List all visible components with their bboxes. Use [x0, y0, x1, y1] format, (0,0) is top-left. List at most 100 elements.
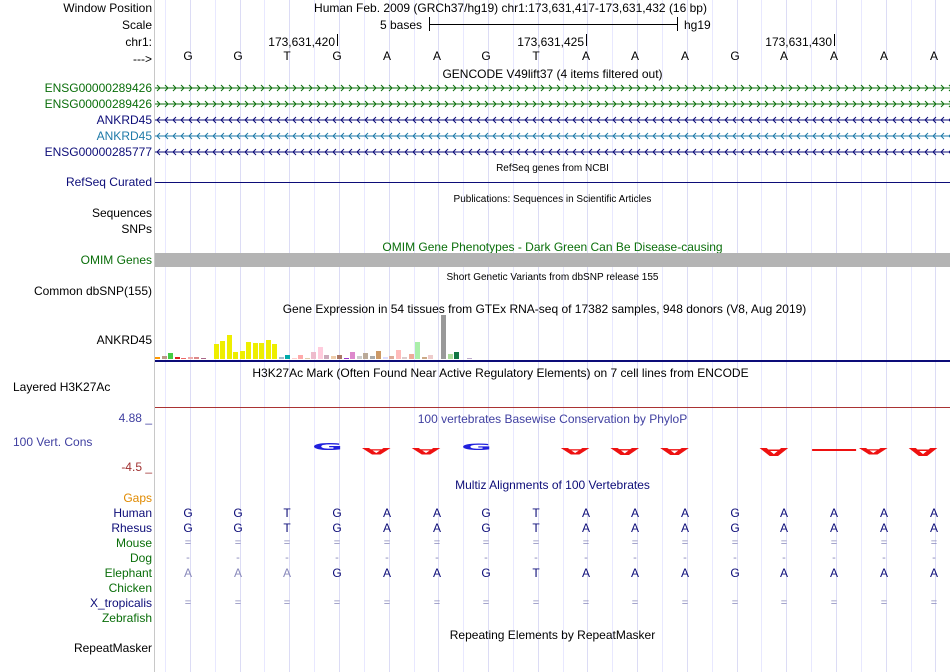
gtex-tissue-bar[interactable]: [220, 341, 225, 359]
multiz-species-label[interactable]: Rhesus: [111, 521, 152, 535]
gtex-track-label[interactable]: ANKRD45: [96, 333, 152, 347]
gtex-tissue-bar[interactable]: [389, 356, 394, 359]
multiz-species-label[interactable]: Dog: [129, 551, 152, 565]
gtex-tissue-bar[interactable]: [291, 358, 297, 359]
gencode-gene-label[interactable]: ENSG00000285777: [44, 145, 152, 159]
gene-strand-line[interactable]: [155, 81, 950, 95]
gencode-gene-track[interactable]: [155, 97, 950, 111]
gtex-tissue-bar[interactable]: [421, 357, 427, 359]
sequence-base[interactable]: G: [481, 49, 491, 63]
gtex-tissue-bar[interactable]: [356, 356, 362, 359]
gtex-tissue-bar[interactable]: [155, 357, 160, 359]
phylop-track-label[interactable]: 100 Vert. Cons: [13, 435, 93, 449]
gene-strand-line[interactable]: [155, 145, 950, 159]
gtex-tissue-bar[interactable]: [194, 357, 199, 359]
gtex-tissue-bar[interactable]: [272, 344, 277, 359]
multiz-species-label[interactable]: Chicken: [108, 581, 152, 595]
refseq-track-label[interactable]: RefSeq Curated: [65, 175, 152, 189]
gtex-tissue-bar[interactable]: [259, 343, 264, 359]
repeatmasker-track-label[interactable]: RepeatMasker: [73, 641, 152, 655]
gtex-tissue-bar[interactable]: [350, 352, 355, 359]
multiz-species-label[interactable]: X_tropicalis: [89, 596, 152, 610]
gtex-tissue-bar[interactable]: [278, 357, 284, 359]
gencode-gene-track[interactable]: [155, 113, 950, 127]
gencode-gene-label[interactable]: ANKRD45: [96, 113, 152, 127]
gtex-tissue-bar[interactable]: [226, 335, 232, 359]
gencode-gene-track[interactable]: [155, 145, 950, 159]
gencode-gene-label[interactable]: ENSG00000289426: [44, 81, 152, 95]
dbsnp-track-label[interactable]: Common dbSNP(155): [33, 284, 152, 298]
gene-strand-line[interactable]: [155, 97, 950, 111]
gtex-tissue-bar[interactable]: [311, 352, 316, 359]
gtex-tissue-bar[interactable]: [181, 358, 186, 359]
gencode-gene-track[interactable]: [155, 129, 950, 143]
gene-strand-line[interactable]: [155, 129, 950, 143]
gtex-tissue-bar[interactable]: [265, 340, 271, 359]
gtex-tissue-bar[interactable]: [317, 347, 323, 359]
sequence-base[interactable]: A: [581, 49, 590, 63]
gtex-tissue-bar[interactable]: [174, 357, 180, 359]
gencode-gene-label[interactable]: ENSG00000289426: [44, 97, 152, 111]
gtex-tissue-bar[interactable]: [200, 358, 206, 359]
gtex-tissue-bar[interactable]: [415, 342, 420, 359]
sequence-base[interactable]: A: [432, 49, 441, 63]
multiz-species-label[interactable]: Elephant: [104, 566, 152, 580]
sequence-base[interactable]: A: [382, 49, 391, 63]
gtex-tissue-bar[interactable]: [330, 356, 336, 359]
multiz-species-label[interactable]: Zebrafish: [101, 611, 152, 625]
gtex-tissue-bar[interactable]: [187, 357, 193, 359]
sequence-base[interactable]: A: [929, 49, 938, 63]
gtex-tissue-bar[interactable]: [382, 357, 388, 359]
gtex-tissue-bar[interactable]: [376, 351, 381, 359]
sequence-base[interactable]: G: [332, 49, 342, 63]
gtex-tissue-bar[interactable]: [213, 344, 219, 359]
gtex-tissue-bar[interactable]: [454, 352, 459, 359]
gtex-tissue-bar[interactable]: [428, 355, 433, 359]
gencode-gene-label[interactable]: ANKRD45: [96, 129, 152, 143]
multiz-species-label[interactable]: Mouse: [115, 536, 152, 550]
gtex-tissue-bar[interactable]: [363, 353, 368, 359]
omim-gene-bar[interactable]: [155, 253, 950, 267]
sequence-base[interactable]: A: [680, 49, 689, 63]
gtex-tissue-bar[interactable]: [168, 353, 173, 359]
h3k27ac-track-label[interactable]: Layered H3K27Ac: [13, 380, 111, 394]
gtex-gene-line[interactable]: [155, 360, 950, 362]
gtex-tissue-bar[interactable]: [304, 358, 310, 359]
sequence-base[interactable]: A: [630, 49, 639, 63]
sequence-base[interactable]: T: [532, 49, 540, 63]
sequence-base[interactable]: A: [779, 49, 788, 63]
multiz-species-label[interactable]: Human: [113, 506, 152, 520]
track-data-area[interactable]: Human Feb. 2009 (GRCh37/hg19) chr1:173,6…: [155, 0, 950, 672]
gtex-tissue-bar[interactable]: [298, 355, 303, 359]
strand-arrow-label[interactable]: --->: [133, 52, 152, 66]
gtex-bar-chart[interactable]: [155, 315, 555, 359]
gtex-tissue-bar[interactable]: [239, 351, 245, 359]
gtex-tissue-bar[interactable]: [369, 356, 375, 359]
sequence-base[interactable]: G: [730, 49, 740, 63]
omim-track-label[interactable]: OMIM Genes: [80, 253, 152, 267]
gencode-gene-track[interactable]: [155, 81, 950, 95]
sequence-base[interactable]: G: [233, 49, 243, 63]
sequence-base[interactable]: A: [829, 49, 838, 63]
sequence-base[interactable]: T: [283, 49, 291, 63]
gtex-tissue-bar[interactable]: [285, 355, 290, 359]
gtex-tissue-bar[interactable]: [395, 350, 401, 359]
gene-strand-line[interactable]: [155, 113, 950, 127]
gtex-tissue-bar[interactable]: [343, 358, 349, 359]
gtex-tissue-bar[interactable]: [246, 342, 251, 359]
gtex-tissue-bar[interactable]: [161, 356, 167, 359]
gtex-tissue-bar[interactable]: [408, 354, 414, 359]
gtex-tissue-bar[interactable]: [233, 352, 238, 359]
gtex-tissue-bar[interactable]: [441, 315, 446, 359]
publications-track-label[interactable]: Sequences: [91, 206, 152, 220]
gtex-tissue-bar[interactable]: [402, 357, 407, 359]
snps-track-label[interactable]: SNPs: [121, 222, 152, 236]
gtex-tissue-bar[interactable]: [447, 354, 453, 359]
sequence-base[interactable]: A: [879, 49, 888, 63]
gtex-tissue-bar[interactable]: [252, 343, 258, 359]
gtex-tissue-bar[interactable]: [324, 355, 329, 359]
gtex-tissue-bar[interactable]: [337, 355, 342, 359]
sequence-base[interactable]: G: [183, 49, 193, 63]
